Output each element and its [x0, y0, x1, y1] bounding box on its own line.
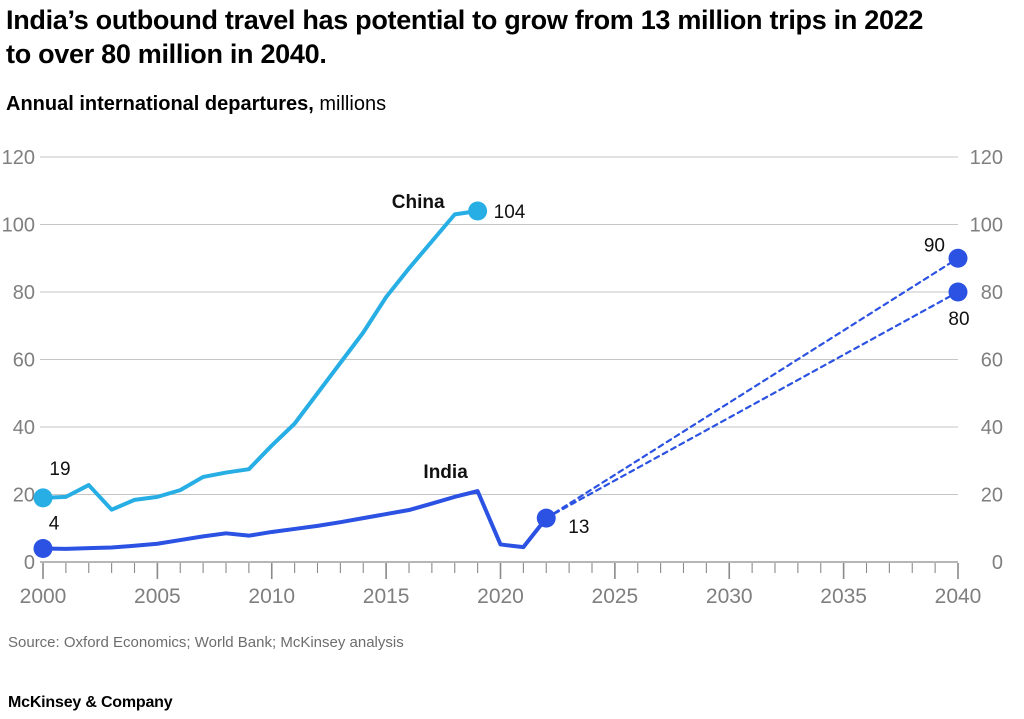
- y-axis-label-right-60: 60: [981, 350, 1003, 372]
- y-axis-label-left-120: 120: [2, 147, 35, 169]
- chart-title-line2: to over 80 million in 2040.: [6, 39, 327, 69]
- series-line-china: [41, 209, 480, 512]
- subtitle-unit: millions: [313, 93, 387, 115]
- x-axis-label-2010: 2010: [248, 585, 295, 608]
- x-axis-label-2005: 2005: [134, 585, 181, 608]
- source-note: Source: Oxford Economics; World Bank; Mc…: [8, 634, 404, 651]
- x-axis-label-2025: 2025: [592, 585, 639, 608]
- x-axis-label-2015: 2015: [363, 585, 410, 608]
- data-point-india-2022: [536, 508, 556, 528]
- value-label-19: 19: [49, 459, 70, 480]
- subtitle-measure: Annual international departures,: [6, 93, 314, 115]
- y-axis-label-left-0: 0: [24, 552, 35, 574]
- x-axis-label-2040: 2040: [935, 585, 982, 608]
- value-label-80: 80: [948, 309, 969, 330]
- y-axis-label-right-100: 100: [970, 215, 1003, 237]
- data-point-china-2000: [33, 488, 53, 508]
- chart-subtitle: Annual international departures, million…: [6, 93, 386, 116]
- series-label-india: India: [423, 462, 468, 483]
- value-label-4: 4: [49, 514, 60, 535]
- series-line-india-projection-high: [545, 257, 960, 520]
- chart-title: India’s outbound travel has potential to…: [6, 3, 996, 71]
- series-line-india-projection-low: [545, 290, 960, 520]
- y-axis-label-right-120: 120: [970, 147, 1003, 169]
- y-axis-label-right-40: 40: [981, 417, 1003, 439]
- x-axis-label-2030: 2030: [706, 585, 753, 608]
- x-axis-label-2000: 2000: [20, 585, 67, 608]
- y-axis-label-left-100: 100: [2, 215, 35, 237]
- y-axis-label-right-80: 80: [981, 282, 1003, 304]
- series-label-china: China: [392, 192, 445, 213]
- y-axis-label-left-20: 20: [13, 485, 35, 507]
- y-axis-label-left-60: 60: [13, 350, 35, 372]
- y-axis-label-left-40: 40: [13, 417, 35, 439]
- x-axis-label-2020: 2020: [477, 585, 524, 608]
- value-label-90: 90: [924, 235, 945, 256]
- x-axis-label-2035: 2035: [820, 585, 867, 608]
- data-point-china-2019: [468, 201, 488, 221]
- data-point-india-projection-high-2040: [948, 248, 968, 268]
- brand-logo: McKinsey & Company: [8, 694, 173, 711]
- chart-title-line1: India’s outbound travel has potential to…: [6, 5, 924, 35]
- y-axis-label-right-20: 20: [981, 485, 1003, 507]
- value-label-104: 104: [494, 202, 526, 223]
- data-point-india-2000: [33, 539, 53, 558]
- value-label-13: 13: [568, 517, 589, 538]
- y-axis-label-right-0: 0: [992, 552, 1003, 574]
- y-axis-label-left-80: 80: [13, 282, 35, 304]
- series-line-india: [41, 489, 549, 551]
- data-point-india-projection-low-2040: [948, 282, 968, 302]
